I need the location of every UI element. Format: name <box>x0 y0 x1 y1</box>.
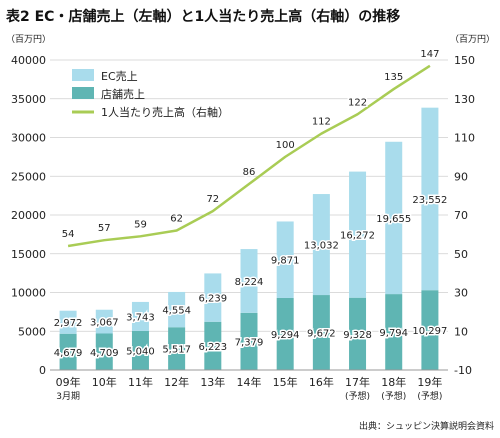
x-tick-sublabel: (予想) <box>417 390 442 402</box>
left-axis-tick-label: 10000 <box>11 287 46 300</box>
source-note: 出典：シュッピン決算説明会資料 <box>358 422 494 432</box>
bar-store <box>240 312 258 370</box>
bar-store <box>385 294 403 370</box>
left-axis-tick-label: 20000 <box>11 209 46 222</box>
bar-store <box>276 297 294 370</box>
data-label-store: 5,040 <box>126 346 155 357</box>
left-axis-tick-label: 40000 <box>11 54 46 67</box>
data-label-per-person: 100 <box>276 140 295 151</box>
bar-ec <box>95 309 113 334</box>
line-per-person-sales <box>67 64 431 248</box>
data-label-store: 4,679 <box>54 348 83 359</box>
data-label-ec: 16,272 <box>340 231 375 242</box>
bar-store <box>312 295 330 370</box>
legend-label: EC売上 <box>101 70 138 83</box>
x-tick-sublabel: 3月期 <box>56 391 80 402</box>
x-tick-label: 19年 <box>417 375 442 389</box>
legend-label: 店舗売上 <box>101 87 145 101</box>
data-label-ec: 2,972 <box>54 318 83 329</box>
x-tick-label: 17年 <box>345 375 370 389</box>
bar-store <box>204 321 222 370</box>
bar-store <box>59 333 77 370</box>
right-axis-tick-label: 30 <box>454 287 468 300</box>
left-axis-tick-label: 25000 <box>11 170 46 183</box>
data-label-ec: 19,655 <box>376 214 411 225</box>
bar-ec <box>131 301 149 331</box>
data-label-per-person: 86 <box>243 167 256 178</box>
data-label-store: 9,794 <box>379 328 408 339</box>
right-axis-tick-label: 10 <box>454 325 468 338</box>
left-axis-tick-label: 30000 <box>11 132 46 145</box>
bar-ec <box>204 273 222 322</box>
right-axis-tick-label: -10 <box>454 364 472 377</box>
data-label-per-person: 72 <box>206 194 219 205</box>
data-label-ec: 4,554 <box>162 306 191 317</box>
bar-ec <box>59 310 77 334</box>
legend-swatch <box>72 69 94 81</box>
data-label-per-person: 147 <box>420 49 439 60</box>
bar-store <box>168 327 186 370</box>
x-tick-label: 13年 <box>200 375 225 389</box>
bar-ec <box>240 249 258 313</box>
left-axis-tick-label: 15000 <box>11 248 46 261</box>
right-axis-unit: （百万円） <box>450 34 495 45</box>
right-axis-tick-label: 90 <box>454 170 468 183</box>
legend-swatch <box>72 87 94 99</box>
data-label-store: 9,328 <box>343 330 372 341</box>
right-axis-tick-label: 70 <box>454 209 468 222</box>
data-label-ec: 3,067 <box>90 318 119 329</box>
data-label-per-person: 112 <box>312 117 331 128</box>
data-label-store: 9,294 <box>271 330 300 341</box>
right-axis-tick-label: 50 <box>454 248 468 261</box>
bar-store <box>349 297 367 370</box>
x-tick-label: 11年 <box>128 375 153 389</box>
left-axis-tick-label: 35000 <box>11 93 46 106</box>
right-axis-tick-label: 150 <box>454 54 475 67</box>
data-label-per-person: 62 <box>170 214 183 225</box>
x-tick-label: 09年 <box>56 375 81 389</box>
x-tick-label: 14年 <box>237 375 262 389</box>
bar-store <box>95 333 113 370</box>
left-axis-tick-label: 5000 <box>18 325 46 338</box>
x-tick-label: 12年 <box>164 375 189 389</box>
bar-ec <box>312 194 330 296</box>
bar-ec <box>168 291 186 328</box>
left-axis-tick-label: 0 <box>39 364 46 377</box>
bar-ec <box>349 171 367 298</box>
data-label-store: 10,297 <box>412 326 447 337</box>
x-tick-sublabel: (予想) <box>345 390 370 402</box>
page-title: 表2 EC・店舗売上（左軸）と1人当たり売上高（右軸）の推移 <box>6 9 401 25</box>
data-label-store: 9,672 <box>307 329 336 340</box>
data-label-per-person: 54 <box>62 229 75 240</box>
x-tick-label: 16年 <box>309 375 334 389</box>
data-label-store: 4,709 <box>90 348 119 359</box>
bar-ec <box>276 221 294 298</box>
data-label-store: 7,379 <box>235 337 264 348</box>
data-label-per-person: 122 <box>348 97 367 108</box>
right-axis-tick-label: 130 <box>454 93 475 106</box>
data-label-per-person: 59 <box>134 219 147 230</box>
legend-label: 1人当たり売上高（右軸） <box>101 105 229 119</box>
bar-store <box>421 290 439 370</box>
data-label-store: 5,517 <box>162 345 191 356</box>
data-label-per-person: 135 <box>384 72 403 83</box>
bar-ec <box>385 141 403 295</box>
x-tick-label: 18年 <box>381 375 406 389</box>
data-label-ec: 9,871 <box>271 256 300 267</box>
left-axis-unit: （百万円） <box>6 34 51 45</box>
data-label-ec: 13,032 <box>304 241 339 252</box>
x-tick-label: 10年 <box>92 375 117 389</box>
x-tick-label: 15年 <box>273 375 298 389</box>
data-label-ec: 3,743 <box>126 312 155 323</box>
data-label-per-person: 57 <box>98 223 111 234</box>
x-tick-sublabel: (予想) <box>381 390 406 402</box>
data-label-ec: 23,552 <box>412 195 447 206</box>
data-label-ec: 6,239 <box>198 294 227 305</box>
data-label-store: 6,223 <box>198 342 227 353</box>
bar-ec <box>421 107 439 291</box>
data-label-ec: 8,224 <box>235 277 264 288</box>
right-axis-tick-label: 110 <box>454 132 475 145</box>
bar-store <box>131 330 149 370</box>
